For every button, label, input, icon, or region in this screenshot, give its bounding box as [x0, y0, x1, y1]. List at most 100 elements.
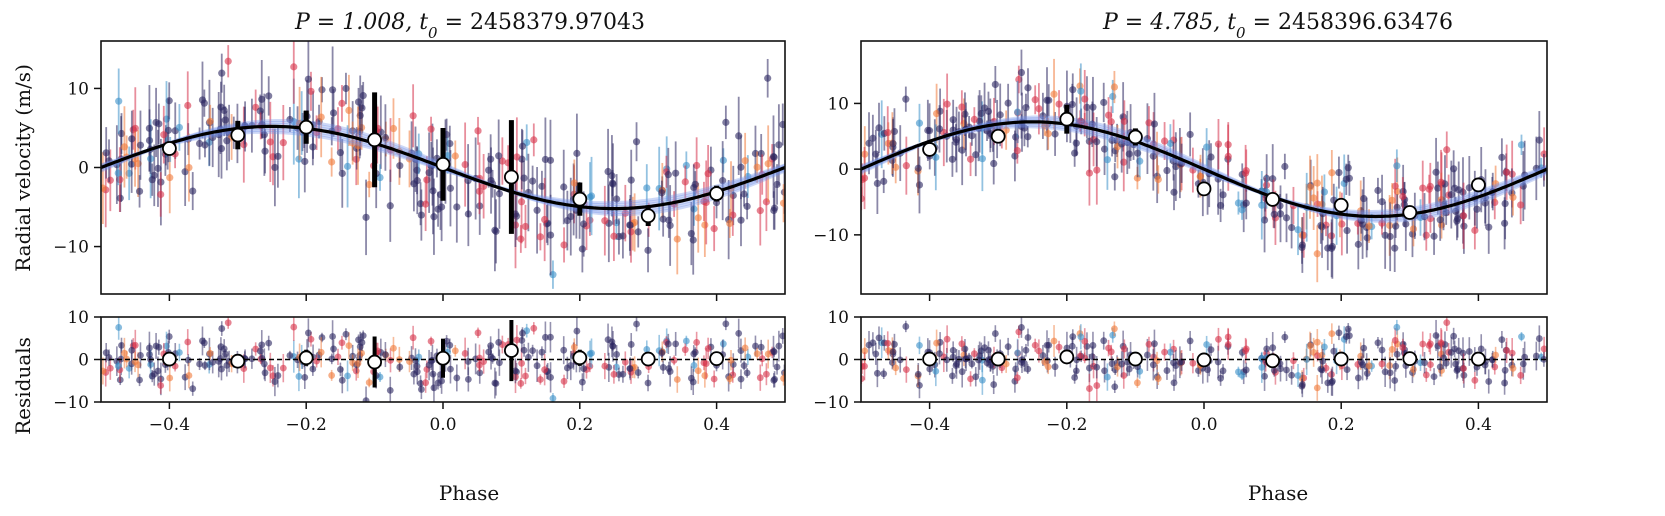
rv-ytick-label: −10 [53, 238, 89, 258]
resid-data-point [529, 347, 537, 355]
rv-data-point [773, 180, 781, 189]
rv-data-point [345, 106, 353, 115]
rv-data-point [737, 216, 745, 224]
rv-data-point [425, 169, 433, 177]
rv-data-point [613, 195, 621, 203]
resid-ytick-label: 0 [78, 351, 89, 371]
rv-data-point [872, 150, 880, 158]
rv-data-point [265, 92, 273, 100]
rv-data-point [1041, 122, 1049, 130]
xtick-label: −0.2 [1046, 415, 1087, 435]
resid-data-point [1154, 375, 1162, 383]
resid-data-point [224, 319, 232, 327]
resid-data-point [1219, 367, 1227, 375]
rv-data-point [1004, 99, 1012, 107]
rv-data-point [517, 198, 526, 206]
rv-data-point [644, 246, 652, 254]
rv-data-point [1328, 169, 1336, 177]
resid-data-point [672, 340, 680, 348]
resid-data-point [1203, 341, 1211, 348]
rv-data-point [626, 221, 634, 229]
resid-data-point [1365, 362, 1373, 370]
resid-data-point [1519, 360, 1527, 368]
resid-data-point [1518, 333, 1525, 341]
rv-data-point [627, 176, 635, 184]
binned-point [1402, 205, 1418, 220]
resid-data-point [1388, 346, 1396, 353]
rv-data-point [915, 119, 924, 127]
resid-data-point [1419, 340, 1427, 348]
resid-data-point [1501, 379, 1508, 387]
rv-data-point [495, 152, 503, 160]
xtick-label: 0.0 [429, 415, 456, 435]
resid-data-point [1319, 357, 1327, 365]
rv-data-point [343, 162, 352, 170]
resid-data-point [670, 356, 678, 364]
resid-data-point [541, 333, 549, 341]
rv-data-point [1288, 223, 1296, 232]
binned-point [1265, 191, 1280, 207]
rv-data-point [1024, 133, 1032, 141]
resid-data-point [517, 380, 525, 387]
resid-data-point [223, 361, 231, 369]
resid-data-point [429, 370, 437, 378]
panel-left-rv-plot [101, 41, 785, 289]
resid-data-point [345, 342, 353, 350]
resid-data-point [1492, 351, 1500, 359]
rv-data-point [1238, 206, 1246, 214]
rv-data-point [1013, 146, 1021, 155]
rv-data-point [1234, 199, 1243, 207]
rv-data-point [704, 170, 712, 178]
resid-data-point [513, 336, 521, 344]
rv-data-point [666, 221, 674, 230]
rv-data-point [682, 161, 690, 170]
resid-ytick-label: 10 [67, 308, 89, 328]
rv-data-point [328, 86, 337, 94]
rv-data-point [342, 84, 350, 93]
rv-data-point [349, 139, 357, 147]
resid-data-point [773, 363, 781, 371]
rv-data-point [164, 126, 172, 134]
rv-data-point [1088, 120, 1096, 128]
resid-ytick-label: 10 [827, 308, 849, 328]
resid-data-point [604, 336, 612, 343]
binned-point [161, 141, 177, 156]
rv-data-point [869, 134, 877, 142]
xtick-label: −0.4 [909, 415, 950, 435]
resid-data-point [1328, 379, 1336, 386]
resid-ytick-label: 0 [838, 351, 849, 371]
resid-data-point [943, 335, 951, 343]
resid-data-point [1392, 362, 1400, 370]
binned-resid-point [1471, 351, 1486, 367]
resid-data-point [673, 376, 681, 383]
resid-data-point [495, 338, 503, 346]
resid-data-point [344, 372, 351, 380]
resid-data-point [932, 367, 940, 375]
resid-data-point [735, 329, 743, 337]
rv-data-point [769, 153, 778, 161]
xtick-label: 0.2 [566, 415, 593, 435]
resid-data-point [743, 369, 751, 377]
resid-data-point [601, 362, 609, 370]
resid-data-point [1024, 334, 1032, 341]
resid-data-point [1421, 359, 1428, 367]
resid-data-point [1503, 347, 1511, 354]
resid-data-point [438, 377, 446, 385]
rv-data-point [409, 112, 417, 120]
resid-data-point [184, 338, 192, 346]
rv-data-point [381, 133, 389, 142]
resid-data-point [1313, 384, 1321, 392]
rv-data-point [1360, 194, 1368, 203]
rv-data-point [1492, 180, 1500, 188]
rv-data-point [1081, 95, 1089, 103]
resid-data-point [1535, 335, 1543, 342]
resid-data-point [1055, 343, 1063, 351]
rv-data-point [865, 139, 873, 147]
rv-data-point [538, 182, 546, 190]
rv-data-point [687, 229, 695, 238]
rv-data-point [485, 166, 493, 174]
resid-data-point [1238, 371, 1246, 379]
panel-right-residual-plot [861, 317, 1547, 402]
rv-data-point [117, 129, 126, 138]
